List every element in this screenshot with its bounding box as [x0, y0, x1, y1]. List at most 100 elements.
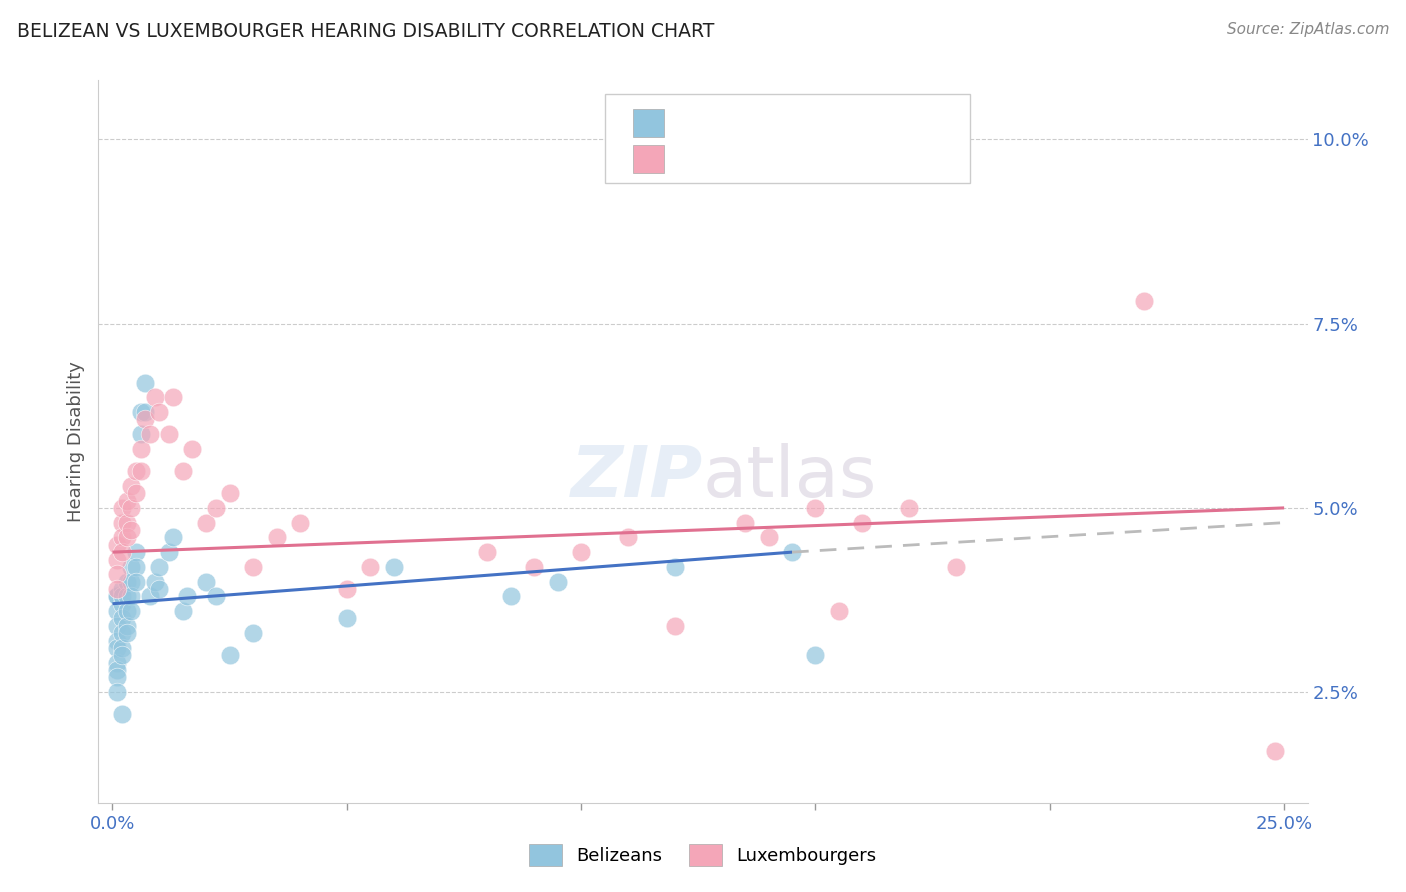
Point	[115, 516, 138, 530]
Point	[664, 560, 686, 574]
Point	[111, 545, 134, 559]
Point	[105, 538, 128, 552]
Point	[105, 670, 128, 684]
Point	[162, 390, 184, 404]
Point	[120, 604, 142, 618]
Point	[120, 574, 142, 589]
Point	[181, 442, 204, 456]
Point	[111, 640, 134, 655]
Point	[945, 560, 967, 574]
Point	[111, 707, 134, 722]
Point	[120, 560, 142, 574]
Text: Source: ZipAtlas.com: Source: ZipAtlas.com	[1226, 22, 1389, 37]
Point	[129, 427, 152, 442]
Point	[195, 574, 218, 589]
Point	[129, 442, 152, 456]
Point	[157, 427, 180, 442]
Point	[105, 640, 128, 655]
Point	[105, 604, 128, 618]
Point	[143, 574, 166, 589]
Point	[115, 604, 138, 618]
Text: BELIZEAN VS LUXEMBOURGER HEARING DISABILITY CORRELATION CHART: BELIZEAN VS LUXEMBOURGER HEARING DISABIL…	[17, 22, 714, 41]
Text: ZIP: ZIP	[571, 443, 703, 512]
Point	[804, 500, 827, 515]
Point	[129, 405, 152, 419]
Point	[523, 560, 546, 574]
Point	[172, 604, 194, 618]
Point	[195, 516, 218, 530]
Point	[176, 590, 198, 604]
Point	[125, 545, 148, 559]
Point	[111, 582, 134, 596]
Text: R = 0.087   N = 53: R = 0.087 N = 53	[681, 113, 866, 133]
Point	[288, 516, 311, 530]
Point	[218, 486, 240, 500]
Point	[204, 590, 226, 604]
Point	[148, 582, 170, 596]
Y-axis label: Hearing Disability: Hearing Disability	[66, 361, 84, 522]
Point	[134, 412, 156, 426]
Point	[359, 560, 381, 574]
Point	[115, 574, 138, 589]
Point	[804, 648, 827, 663]
Point	[1132, 294, 1154, 309]
Point	[242, 560, 264, 574]
Point	[139, 590, 162, 604]
Point	[111, 530, 134, 544]
Point	[115, 530, 138, 544]
Point	[734, 516, 756, 530]
Point	[115, 626, 138, 640]
Point	[105, 567, 128, 582]
Point	[129, 464, 152, 478]
Point	[758, 530, 780, 544]
Point	[125, 486, 148, 500]
Point	[336, 611, 359, 625]
Point	[162, 530, 184, 544]
Point	[105, 590, 128, 604]
Point	[898, 500, 921, 515]
Point	[204, 500, 226, 515]
Point	[547, 574, 569, 589]
Point	[111, 597, 134, 611]
Point	[499, 590, 522, 604]
Point	[477, 545, 499, 559]
Point	[120, 523, 142, 537]
Point	[828, 604, 851, 618]
Point	[111, 626, 134, 640]
Point	[120, 590, 142, 604]
Point	[134, 405, 156, 419]
Point	[105, 685, 128, 699]
Point	[111, 590, 134, 604]
Point	[1264, 744, 1286, 758]
Point	[148, 560, 170, 574]
Point	[105, 619, 128, 633]
Point	[218, 648, 240, 663]
Point	[111, 648, 134, 663]
Point	[617, 530, 640, 544]
Point	[105, 552, 128, 566]
Point	[105, 656, 128, 670]
Text: atlas: atlas	[703, 443, 877, 512]
Point	[148, 405, 170, 419]
Point	[125, 560, 148, 574]
Point	[569, 545, 592, 559]
Point	[115, 590, 138, 604]
Point	[120, 500, 142, 515]
Point	[664, 619, 686, 633]
Point	[120, 479, 142, 493]
Legend: Belizeans, Luxembourgers: Belizeans, Luxembourgers	[530, 844, 876, 866]
Point	[105, 633, 128, 648]
Point	[125, 464, 148, 478]
Point	[143, 390, 166, 404]
Point	[780, 545, 803, 559]
Point	[111, 500, 134, 515]
Point	[125, 574, 148, 589]
Point	[242, 626, 264, 640]
Point	[111, 611, 134, 625]
Point	[336, 582, 359, 596]
Point	[172, 464, 194, 478]
Point	[105, 590, 128, 604]
Point	[115, 493, 138, 508]
Point	[157, 545, 180, 559]
Point	[382, 560, 405, 574]
